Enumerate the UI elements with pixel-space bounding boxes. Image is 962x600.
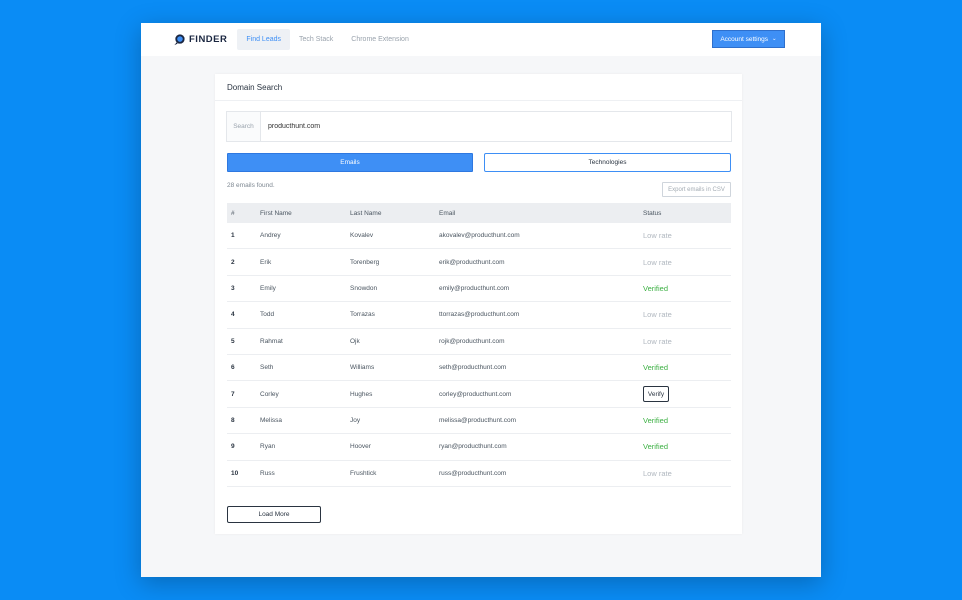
email: seth@producthunt.com [439,364,507,372]
first-name: Melissa [260,416,283,424]
email: melissa@producthunt.com [439,416,517,424]
row-number: 9 [231,443,235,451]
top-navbar: FINDER Find Leads Tech Stack Chrome Exte… [141,23,821,56]
load-more-button[interactable]: Load More [227,506,321,523]
header-email: Email [439,209,456,217]
status-low-rate: Low rate [643,310,672,320]
email: corley@producthunt.com [439,390,512,398]
header-status: Status [643,209,662,217]
email: ttorrazas@producthunt.com [439,311,520,319]
status-low-rate: Low rate [643,468,672,478]
table-row: 4 Todd Torrazas ttorrazas@producthunt.co… [227,302,731,329]
logo-icon [174,34,185,46]
search-label: Search [227,112,261,141]
row-number: 7 [231,390,235,398]
export-csv-button[interactable]: Export emails in CSV [662,182,731,197]
table-row: 3 Emily Snowdon emily@producthunt.com Ve… [227,276,731,303]
table-row: 5 Rahmat Ojk rojk@producthunt.com Low ra… [227,329,731,355]
row-number: 2 [231,258,235,266]
last-name: Frushtick [350,469,377,477]
last-name: Ojk [350,337,360,345]
emails-tab-button[interactable]: Emails [227,153,473,172]
first-name: Emily [260,284,276,292]
table-header: # First Name Last Name Email Status [227,203,731,223]
status-low-rate: Low rate [643,336,672,346]
status-verified: Verified [643,363,669,373]
row-number: 6 [231,364,235,372]
email: ryan@producthunt.com [439,443,507,451]
panel-title: Domain Search [215,74,742,101]
technologies-tab-button[interactable]: Technologies [484,153,731,172]
first-name: Ryan [260,443,276,451]
logo-text: FINDER [189,34,228,45]
table-row: 10 Russ Frushtick russ@producthunt.com L… [227,461,731,487]
table-row: 7 Corley Hughes corley@producthunt.com V… [227,381,731,408]
row-number: 10 [231,469,239,477]
last-name: Snowdon [350,284,378,292]
table-row: 6 Seth Williams seth@producthunt.com Ver… [227,355,731,382]
search-group: Search [226,111,732,142]
last-name: Torenberg [350,258,380,266]
first-name: Andrey [260,232,281,240]
domain-search-input[interactable] [268,123,708,130]
row-number: 1 [231,232,235,240]
first-name: Corley [260,390,279,398]
domain-search-panel: Domain Search Search Emails Technologies… [215,74,742,534]
first-name: Erik [260,258,272,266]
first-name: Todd [260,311,275,319]
table-row: 9 Ryan Hoover ryan@producthunt.com Verif… [227,434,731,461]
status-verified: Verified [643,415,669,425]
header-first-name: First Name [260,209,292,217]
status-low-rate: Low rate [643,257,672,267]
main-nav: Find Leads Tech Stack Chrome Extension [237,23,417,56]
email: emily@producthunt.com [439,284,510,292]
email: erik@producthunt.com [439,258,505,266]
account-settings-button[interactable]: Account settings ⌄ [712,30,785,48]
row-number: 8 [231,416,235,424]
chevron-down-icon: ⌄ [772,36,777,42]
nav-tab-chrome-extension[interactable]: Chrome Extension [351,36,409,43]
last-name: Williams [350,364,375,372]
emails-found-count: 28 emails found. [227,182,275,189]
status-verified: Verified [643,442,669,452]
account-settings-label: Account settings [720,35,769,43]
row-number: 4 [231,311,235,319]
last-name: Joy [350,416,361,424]
last-name: Hoover [350,443,371,451]
header-last-name: Last Name [350,209,382,217]
row-number: 3 [231,284,235,292]
table-row: 1 Andrey Kovalev akovalev@producthunt.co… [227,223,731,250]
header-number: # [231,209,235,217]
last-name: Kovalev [350,232,374,240]
email: akovalev@producthunt.com [439,232,520,240]
first-name: Rahmat [260,337,283,345]
finder-logo[interactable]: FINDER [173,23,227,56]
emails-table: # First Name Last Name Email Status 1 An… [227,203,731,487]
app-window: FINDER Find Leads Tech Stack Chrome Exte… [141,23,821,577]
last-name: Hughes [350,390,373,398]
nav-tab-tech-stack[interactable]: Tech Stack [299,36,334,43]
first-name: Russ [260,469,275,477]
first-name: Seth [260,364,274,372]
nav-tab-find-leads[interactable]: Find Leads [237,29,291,50]
table-row: 2 Erik Torenberg erik@producthunt.com Lo… [227,249,731,276]
row-number: 5 [231,337,235,345]
status-verified: Verified [643,283,669,293]
verify-button[interactable]: Verify [643,386,669,403]
last-name: Torrazas [350,311,375,319]
table-row: 8 Melissa Joy melissa@producthunt.com Ve… [227,408,731,435]
email: russ@producthunt.com [439,469,507,477]
status-low-rate: Low rate [643,231,672,241]
email: rojk@producthunt.com [439,337,505,345]
